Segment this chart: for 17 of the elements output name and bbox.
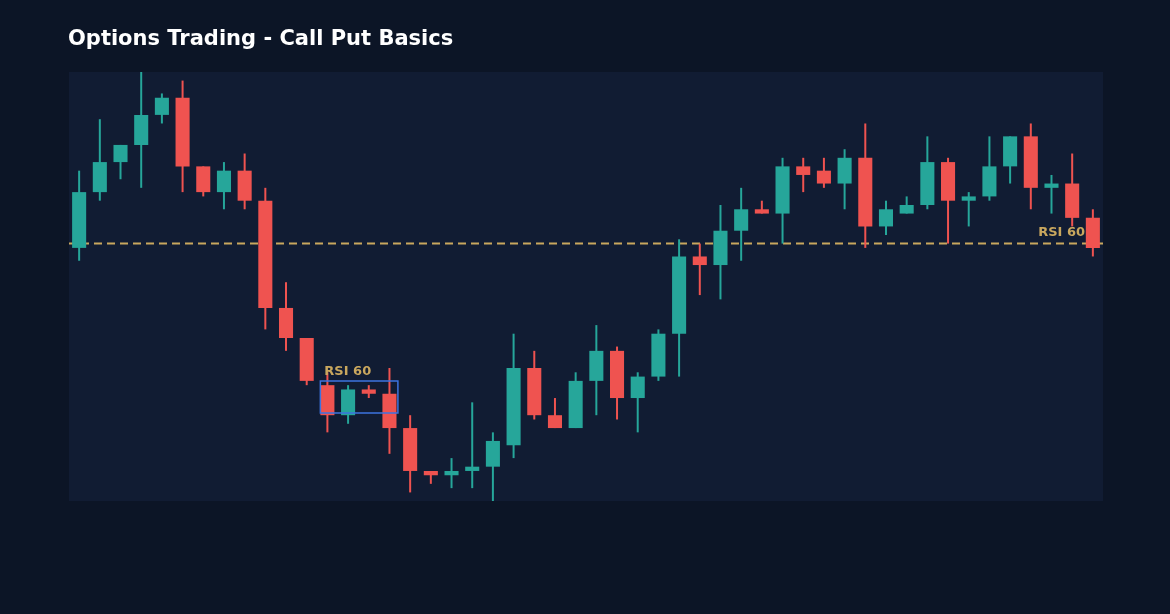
candlestick (630, 371, 645, 434)
candlestick (216, 161, 231, 211)
candlestick (154, 92, 169, 125)
candlestick (961, 191, 976, 228)
candlestick (796, 156, 811, 194)
candlestick (444, 457, 459, 490)
candlestick (113, 143, 128, 181)
chart-title: Options Trading - Call Put Basics (68, 26, 454, 50)
candlestick (878, 199, 894, 237)
ref-line-label: RSI 60 (1038, 223, 1085, 239)
candlestick (692, 242, 707, 297)
candlestick (547, 397, 562, 430)
candlestick (816, 156, 831, 189)
candlestick (465, 401, 480, 490)
annotation: RSI 60 (324, 362, 372, 378)
candlestick (1044, 173, 1059, 215)
candlestick (734, 186, 749, 262)
